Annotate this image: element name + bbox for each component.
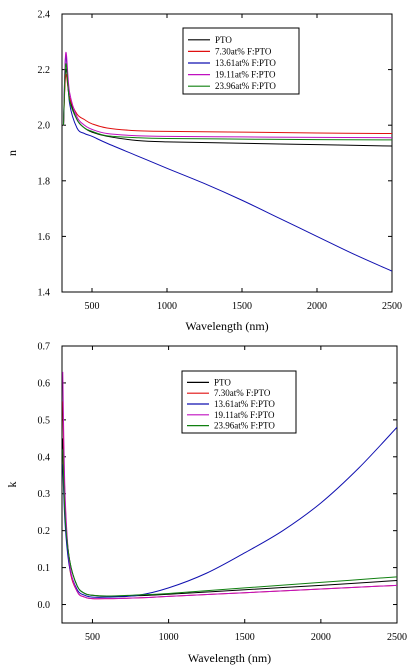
y-tick-label: 0.6 (38, 378, 51, 389)
y-axis-label: k (5, 482, 19, 488)
y-tick-label: 0.2 (38, 526, 51, 537)
y-tick-label: 2.4 (38, 10, 51, 21)
x-tick-label: 1500 (232, 301, 252, 312)
legend-label: PTO (215, 35, 232, 45)
legend-label: 7.30at% F:PTO (214, 388, 271, 398)
series-line-13-61at-f-pto (63, 55, 392, 272)
series-line-pto (62, 438, 397, 597)
x-axis-label: Wavelength (nm) (188, 651, 271, 665)
legend-box (181, 370, 297, 434)
legend-label: 19.11at% F:PTO (214, 410, 275, 420)
y-tick-label: 0.3 (38, 489, 51, 500)
x-tick-label: 2000 (307, 301, 327, 312)
legend-label: 13.61at% F:PTO (214, 399, 275, 409)
y-tick-label: 0.5 (38, 415, 51, 426)
legend-box (182, 27, 300, 95)
y-tick-label: 2.2 (38, 65, 51, 76)
y-tick-label: 1.4 (38, 288, 51, 299)
extinction-coefficient-chart: 500 1000 1500 2000 2500 0.0 0.1 0.2 0.3 0.4 0.5 0.6… (5, 342, 407, 666)
y-tick-label: 0.0 (38, 600, 51, 611)
series-line-23-96at-f-pto (62, 449, 397, 597)
y-tick-label: 0.7 (38, 342, 51, 353)
y-axis-label: n (5, 150, 19, 156)
series-line-13-61at-f-pto (62, 426, 397, 598)
x-tick-label: 2500 (382, 301, 402, 312)
refractive-index-chart: 500 1000 1500 2000 2500 1.4 1.6 1.8 2.0 2.2 2.4 Wav… (5, 10, 402, 334)
y-tick-label: 1.8 (38, 176, 51, 187)
y-tick-label: 0.1 (38, 563, 51, 574)
series-line-23-96at-f-pto (63, 63, 392, 141)
legend-label: PTO (214, 377, 231, 387)
legend-label: 13.61at% F:PTO (215, 58, 276, 68)
x-tick-label: 500 (85, 632, 100, 643)
y-tick-label: 0.4 (38, 452, 51, 463)
y-tick-label: 2.0 (38, 121, 51, 132)
x-tick-label: 1500 (235, 632, 255, 643)
x-tick-label: 1000 (157, 301, 177, 312)
series-line-19-11at-f-pto (62, 371, 397, 600)
legend-label: 19.11at% F:PTO (215, 70, 276, 80)
legend-label: 7.30at% F:PTO (215, 46, 272, 56)
legend-label: 23.96at% F:PTO (215, 81, 276, 91)
x-axis-label: Wavelength (nm) (185, 319, 268, 333)
plot-frame (61, 13, 393, 293)
plot-frame (61, 345, 398, 624)
x-tick-label: 1000 (159, 632, 179, 643)
x-tick-label: 2500 (387, 632, 407, 643)
y-tick-label: 1.6 (38, 232, 51, 243)
x-tick-label: 2000 (311, 632, 331, 643)
legend-label: 23.96at% F:PTO (214, 421, 275, 431)
x-tick-label: 500 (85, 301, 100, 312)
series-line-19-11at-f-pto (63, 52, 392, 139)
